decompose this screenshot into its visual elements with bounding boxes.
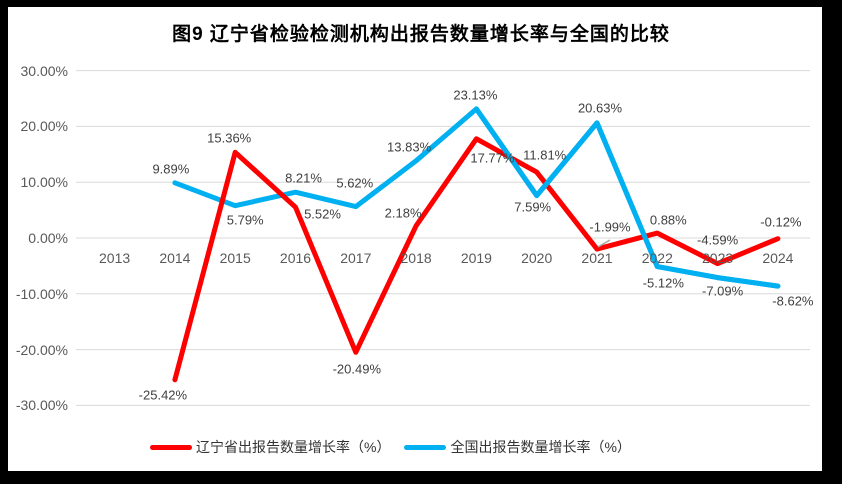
x-axis-tick-label: 2018 [400, 250, 432, 266]
x-axis-tick-label: 2013 [99, 250, 131, 266]
data-label: -25.42% [138, 387, 188, 403]
data-label: 17.77% [470, 150, 515, 166]
y-axis-tick-label: 30.00% [20, 62, 68, 79]
data-label: -1.99% [589, 219, 631, 235]
data-label: 9.89% [152, 161, 190, 177]
y-axis-tick-label: 0.00% [28, 230, 68, 246]
legend-swatch-liaoning [150, 444, 192, 450]
x-axis-tick-label: 2016 [279, 250, 312, 266]
x-axis-tick-label: 2015 [219, 250, 251, 266]
chart-legend: 辽宁省出报告数量增长率（%） 全国出报告数量增长率（%） [150, 438, 641, 456]
chart-background [8, 7, 822, 471]
data-label: 0.88% [649, 212, 687, 228]
x-axis-tick-label: 2023 [702, 250, 734, 266]
series-line-national-overlay [473, 106, 781, 289]
x-axis-tick-label: 2021 [581, 250, 613, 266]
series-line-liaoning [172, 136, 781, 383]
y-axis-tick-label: -30.00% [15, 397, 68, 414]
data-label: 8.21% [285, 170, 322, 186]
y-axis-tick-label: -10.00% [15, 285, 68, 302]
y-axis-tick-label: -20.00% [15, 341, 68, 358]
data-label: -5.12% [642, 275, 684, 291]
data-label: 5.52% [304, 206, 341, 222]
data-label: 2.18% [384, 205, 422, 221]
x-axis-tick-label: 2024 [762, 250, 794, 266]
x-axis-tick-label: 2020 [521, 250, 553, 266]
data-label: 13.83% [387, 139, 432, 155]
label-leader-line [597, 239, 611, 248]
data-label: 23.13% [453, 87, 498, 103]
y-axis-tick-label: 20.00% [20, 118, 68, 135]
data-label: 5.62% [336, 175, 374, 191]
legend-label-national: 全国出报告数量增长率（%） [450, 439, 631, 455]
data-label: 20.63% [577, 100, 623, 116]
legend-label-liaoning: 辽宁省出报告数量增长率（%） [196, 439, 391, 455]
x-axis-tick-label: 2019 [460, 250, 492, 266]
data-label: 5.79% [226, 212, 264, 228]
data-label: -0.12% [760, 214, 802, 230]
x-axis-tick-label: 2017 [340, 250, 372, 266]
x-axis-tick-label: 2014 [159, 250, 191, 266]
data-label: -4.59% [696, 232, 739, 248]
data-label: 15.36% [207, 130, 252, 146]
legend-swatch-national [404, 444, 447, 450]
data-label: -8.62% [772, 293, 814, 309]
data-label: 11.81% [523, 147, 567, 163]
chart-title: 图9 辽宁省检验检测机构出报告数量增长率与全国的比较 [172, 24, 670, 45]
x-axis-tick-label: 2022 [641, 250, 673, 266]
data-label: 7.59% [514, 199, 552, 215]
data-label: -7.09% [701, 283, 744, 299]
y-axis-tick-label: 10.00% [20, 174, 68, 191]
data-label: -20.49% [332, 361, 382, 377]
